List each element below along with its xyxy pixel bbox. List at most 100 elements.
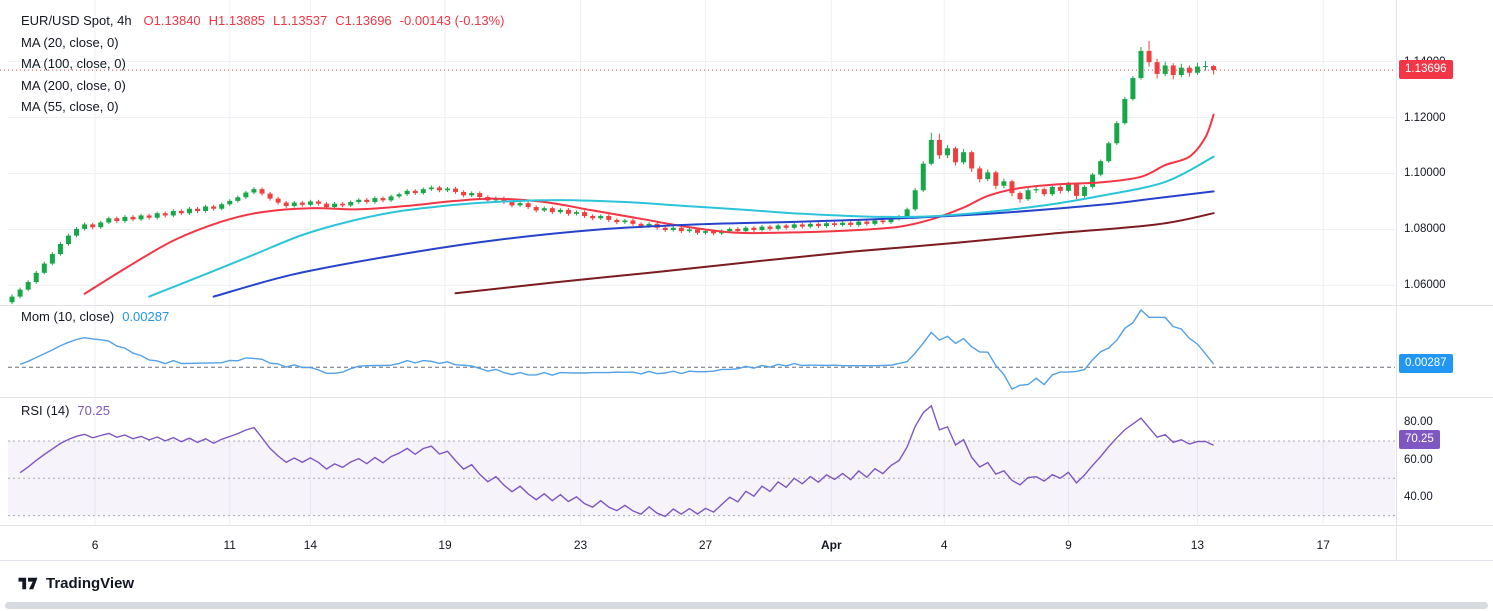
candle [195,208,201,211]
date-axis-label[interactable]: 6 [91,538,99,552]
candle [235,197,241,201]
momentum-label: Mom (10, close) [21,309,115,324]
ma-200-legend[interactable]: MA (200, close, 0) [21,77,126,93]
ohlc-close: C1.13696 [335,13,392,29]
chart-canvas[interactable] [0,0,1493,561]
candle [1025,190,1031,200]
date-axis-label[interactable]: 14 [303,538,318,552]
candle [219,204,225,209]
candle [533,207,539,211]
candle [823,223,829,227]
candle [154,213,160,218]
rsi-axis-label: 40.00 [1404,490,1433,503]
candle [178,210,184,214]
date-axis-label[interactable]: Apr [820,538,842,552]
rsi-axis-label: 60.00 [1404,453,1433,466]
candle [509,202,515,206]
candle [614,219,620,223]
ma-55-legend[interactable]: MA (55, close, 0) [21,99,119,115]
candle [243,192,249,198]
candle [348,202,354,206]
candle [815,223,821,227]
candle [356,199,362,203]
horizontal-scrollbar[interactable] [5,602,1488,609]
candle [501,198,507,203]
candle [1138,50,1144,79]
date-axis-label[interactable]: 9 [1065,538,1072,552]
candle [574,212,580,214]
date-axis-label[interactable]: 17 [1316,538,1330,552]
candle [380,198,386,201]
candle [993,172,999,186]
date-axis-label[interactable]: 4 [940,538,948,552]
candle [1146,50,1152,63]
candle [315,201,321,204]
candle [783,225,789,228]
momentum-legend[interactable]: Mom (10, close) 0.00287 [21,309,169,324]
date-axis-label[interactable]: 27 [698,538,713,552]
candle [1082,186,1088,196]
candle [420,189,426,194]
candle [1001,181,1007,186]
candle [388,196,394,201]
symbol-title: EUR/USD Spot, 4h [21,13,132,29]
candle [1122,99,1128,124]
candle [694,229,700,233]
momentum-value-badge: 0.00287 [1399,354,1453,373]
candle [622,220,628,223]
candle [1098,161,1104,175]
candle [864,221,870,224]
candle [590,216,596,219]
candle [98,222,104,228]
ohlc-low: L1.13537 [273,13,328,29]
candle [807,223,813,227]
candle [283,202,289,206]
tradingview-logo-text: TradingView [46,575,135,592]
candle [9,296,15,303]
ma-55-line [148,155,1215,298]
candle [1049,186,1055,195]
candle [969,152,975,169]
candle [41,263,47,273]
candle [920,163,926,191]
last-price-badge: 1.13696 [1399,60,1453,79]
candle [1106,143,1112,162]
candle [944,148,950,156]
tradingview-attribution[interactable]: TradingView [16,574,134,593]
candle [469,193,475,196]
date-axis-label[interactable]: 11 [223,538,236,552]
rsi-legend[interactable]: RSI (14) 70.25 [21,403,110,418]
candle [557,209,563,213]
candle [340,203,346,206]
candle [670,227,676,231]
candle [106,218,112,223]
ma-20-line [83,113,1215,295]
candle [1202,66,1208,68]
candle [525,203,531,208]
symbol-ohlc-row[interactable]: EUR/USD Spot, 4h O1.13840 H1.13885 L1.13… [21,10,504,32]
candle [146,215,152,218]
chart-legend: EUR/USD Spot, 4h O1.13840 H1.13885 L1.13… [21,10,504,118]
candle [848,222,854,225]
candle [541,208,547,211]
candle [1065,184,1071,191]
date-axis-label[interactable]: 13 [1190,538,1205,552]
candle [928,139,934,164]
rsi-label: RSI (14) [21,403,70,418]
date-axis-label[interactable]: 23 [573,538,588,552]
candle [1154,62,1160,74]
ma-100-legend[interactable]: MA (100, close, 0) [21,56,126,72]
candle [678,227,684,232]
ma-100-line [212,190,1215,298]
candle [517,203,523,206]
candle [461,191,467,196]
rsi-line [19,404,1214,518]
candle [25,282,31,290]
candle [404,190,410,195]
ohlc-high: H1.13885 [208,13,266,29]
date-axis-label[interactable]: 19 [438,538,452,552]
candle [598,216,604,219]
candle [799,224,805,227]
ma-20-legend[interactable]: MA (20, close, 0) [21,34,119,50]
candle [646,223,652,227]
